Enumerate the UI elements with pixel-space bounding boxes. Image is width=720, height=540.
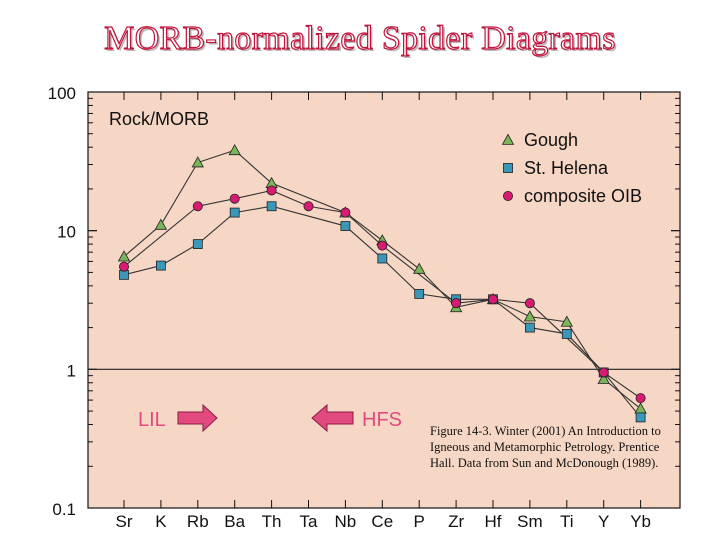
point-st-helena	[377, 253, 388, 264]
x-tick-label: Ce	[371, 512, 393, 531]
point-gough	[597, 372, 610, 384]
series-line-st-helena	[123, 205, 642, 418]
legend-marker-st-helena	[503, 163, 513, 173]
point-composite-oib	[635, 393, 646, 404]
legend-label-composite-oib: composite OIB	[524, 186, 642, 206]
x-tick-label: P	[414, 512, 425, 531]
point-gough	[228, 143, 241, 156]
lil-arrow	[177, 403, 218, 433]
y-tick-label: 1	[67, 361, 76, 380]
series-line-gough	[123, 149, 641, 410]
point-st-helena	[340, 221, 351, 231]
x-tick-label: Sm	[517, 512, 543, 531]
point-st-helena	[119, 269, 129, 280]
point-st-helena	[192, 239, 203, 250]
figure-caption: Figure 14-3. Winter (2001) An Introducti…	[430, 424, 661, 470]
hfs-arrow	[311, 403, 354, 433]
point-composite-oib	[377, 240, 388, 251]
point-composite-oib	[192, 201, 203, 212]
point-composite-oib	[229, 193, 240, 204]
y-axis-label: Rock/MORB	[109, 109, 209, 129]
x-tick-label: Sr	[116, 512, 133, 531]
legend-label-gough: Gough	[524, 130, 578, 150]
x-tick-label: Ti	[560, 512, 574, 531]
legend-marker-gough	[501, 133, 515, 145]
point-composite-oib	[119, 261, 130, 272]
point-composite-oib	[598, 367, 609, 378]
point-gough	[154, 218, 168, 230]
legend-label-st-helena: St. Helena	[524, 158, 609, 178]
x-tick-label: Th	[262, 512, 282, 531]
point-st-helena	[561, 329, 572, 339]
point-composite-oib	[303, 201, 314, 212]
hfs-label: HFS	[362, 409, 402, 431]
point-gough	[523, 310, 537, 322]
lil-label: LIL	[138, 409, 166, 431]
point-st-helena	[525, 322, 535, 333]
x-tick-label: Ta	[300, 512, 319, 531]
point-gough	[191, 156, 204, 168]
point-composite-oib	[524, 298, 535, 309]
point-st-helena	[635, 412, 646, 423]
point-gough	[413, 262, 426, 274]
point-composite-oib	[487, 294, 498, 305]
point-gough	[560, 315, 573, 327]
x-tick-label: Nb	[335, 512, 357, 531]
y-tick-label: 0.1	[52, 500, 76, 519]
x-tick-label: K	[155, 512, 167, 531]
x-tick-label: Zr	[448, 512, 464, 531]
x-tick-label: Hf	[485, 512, 502, 531]
point-gough	[117, 250, 131, 262]
point-st-helena	[414, 288, 425, 299]
point-st-helena	[266, 201, 277, 212]
x-tick-label: Yb	[630, 512, 651, 531]
y-tick-label: 10	[57, 223, 76, 242]
point-st-helena	[229, 207, 240, 218]
legend-marker-composite-oib	[502, 190, 513, 201]
point-composite-oib	[266, 185, 277, 196]
x-tick-label: Ba	[224, 512, 245, 531]
x-tick-label: Y	[598, 512, 609, 531]
plot-area	[87, 91, 681, 509]
page-title: MORB-normalized Spider Diagrams	[104, 19, 617, 57]
point-composite-oib	[340, 207, 351, 218]
point-st-helena	[155, 260, 166, 271]
x-tick-label: Rb	[187, 512, 209, 531]
y-tick-label: 100	[48, 84, 76, 103]
point-composite-oib	[451, 298, 462, 309]
series-line-composite-oib	[123, 189, 641, 399]
